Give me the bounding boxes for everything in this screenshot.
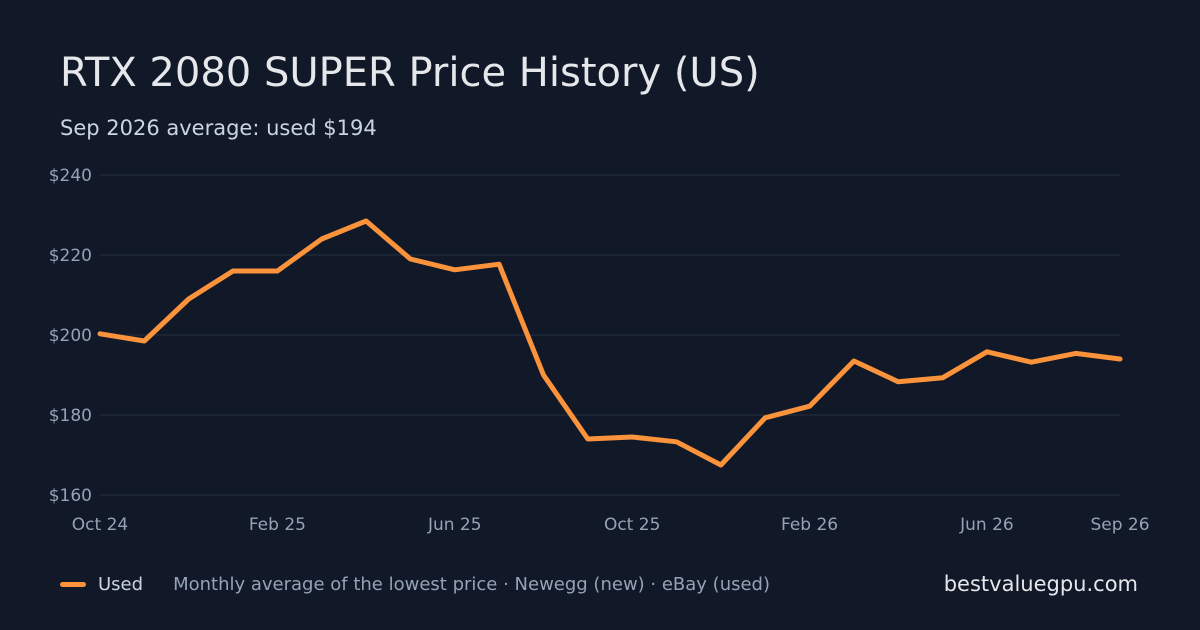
x-tick-label: Jun 25 [427, 515, 482, 535]
y-tick-label: $220 [49, 246, 92, 266]
y-tick-label: $200 [49, 326, 92, 346]
legend-swatch-used [60, 582, 86, 587]
y-tick-label: $160 [49, 486, 92, 506]
y-tick-label: $180 [49, 406, 92, 426]
site-name: bestvaluegpu.com [943, 572, 1138, 596]
y-tick-label: $240 [49, 166, 92, 186]
series-line-used [97, 218, 1123, 468]
y-axis-ticks: $160 $180 $200 $220 $240 [49, 166, 92, 506]
x-axis-ticks: Oct 24 Feb 25 Jun 25 Oct 25 Feb 26 Jun 26 Sep … [72, 515, 1150, 535]
legend: Used Monthly average of the lowest price… [60, 574, 770, 595]
x-tick-label: Sep 26 [1090, 515, 1149, 535]
grid-lines [100, 174, 1120, 496]
x-tick-label: Jun 26 [959, 515, 1014, 535]
legend-note: Monthly average of the lowest price · Ne… [173, 574, 771, 595]
page-subtitle: Sep 2026 average: used $194 [60, 116, 377, 140]
x-tick-label: Feb 25 [249, 515, 306, 535]
x-tick-label: Oct 25 [604, 515, 660, 535]
page-title: RTX 2080 SUPER Price History (US) [60, 50, 760, 96]
series-lines [97, 218, 1123, 468]
x-tick-label: Feb 26 [781, 515, 838, 535]
legend-label-used: Used [98, 574, 144, 595]
x-tick-label: Oct 24 [72, 515, 128, 535]
